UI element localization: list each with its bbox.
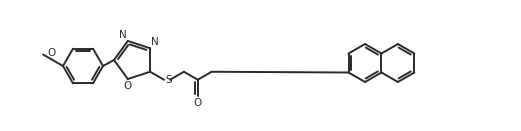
Text: N: N: [151, 37, 159, 47]
Text: S: S: [165, 75, 171, 85]
Text: O: O: [123, 81, 132, 91]
Text: O: O: [194, 98, 202, 108]
Text: O: O: [47, 48, 55, 59]
Text: N: N: [119, 30, 127, 40]
